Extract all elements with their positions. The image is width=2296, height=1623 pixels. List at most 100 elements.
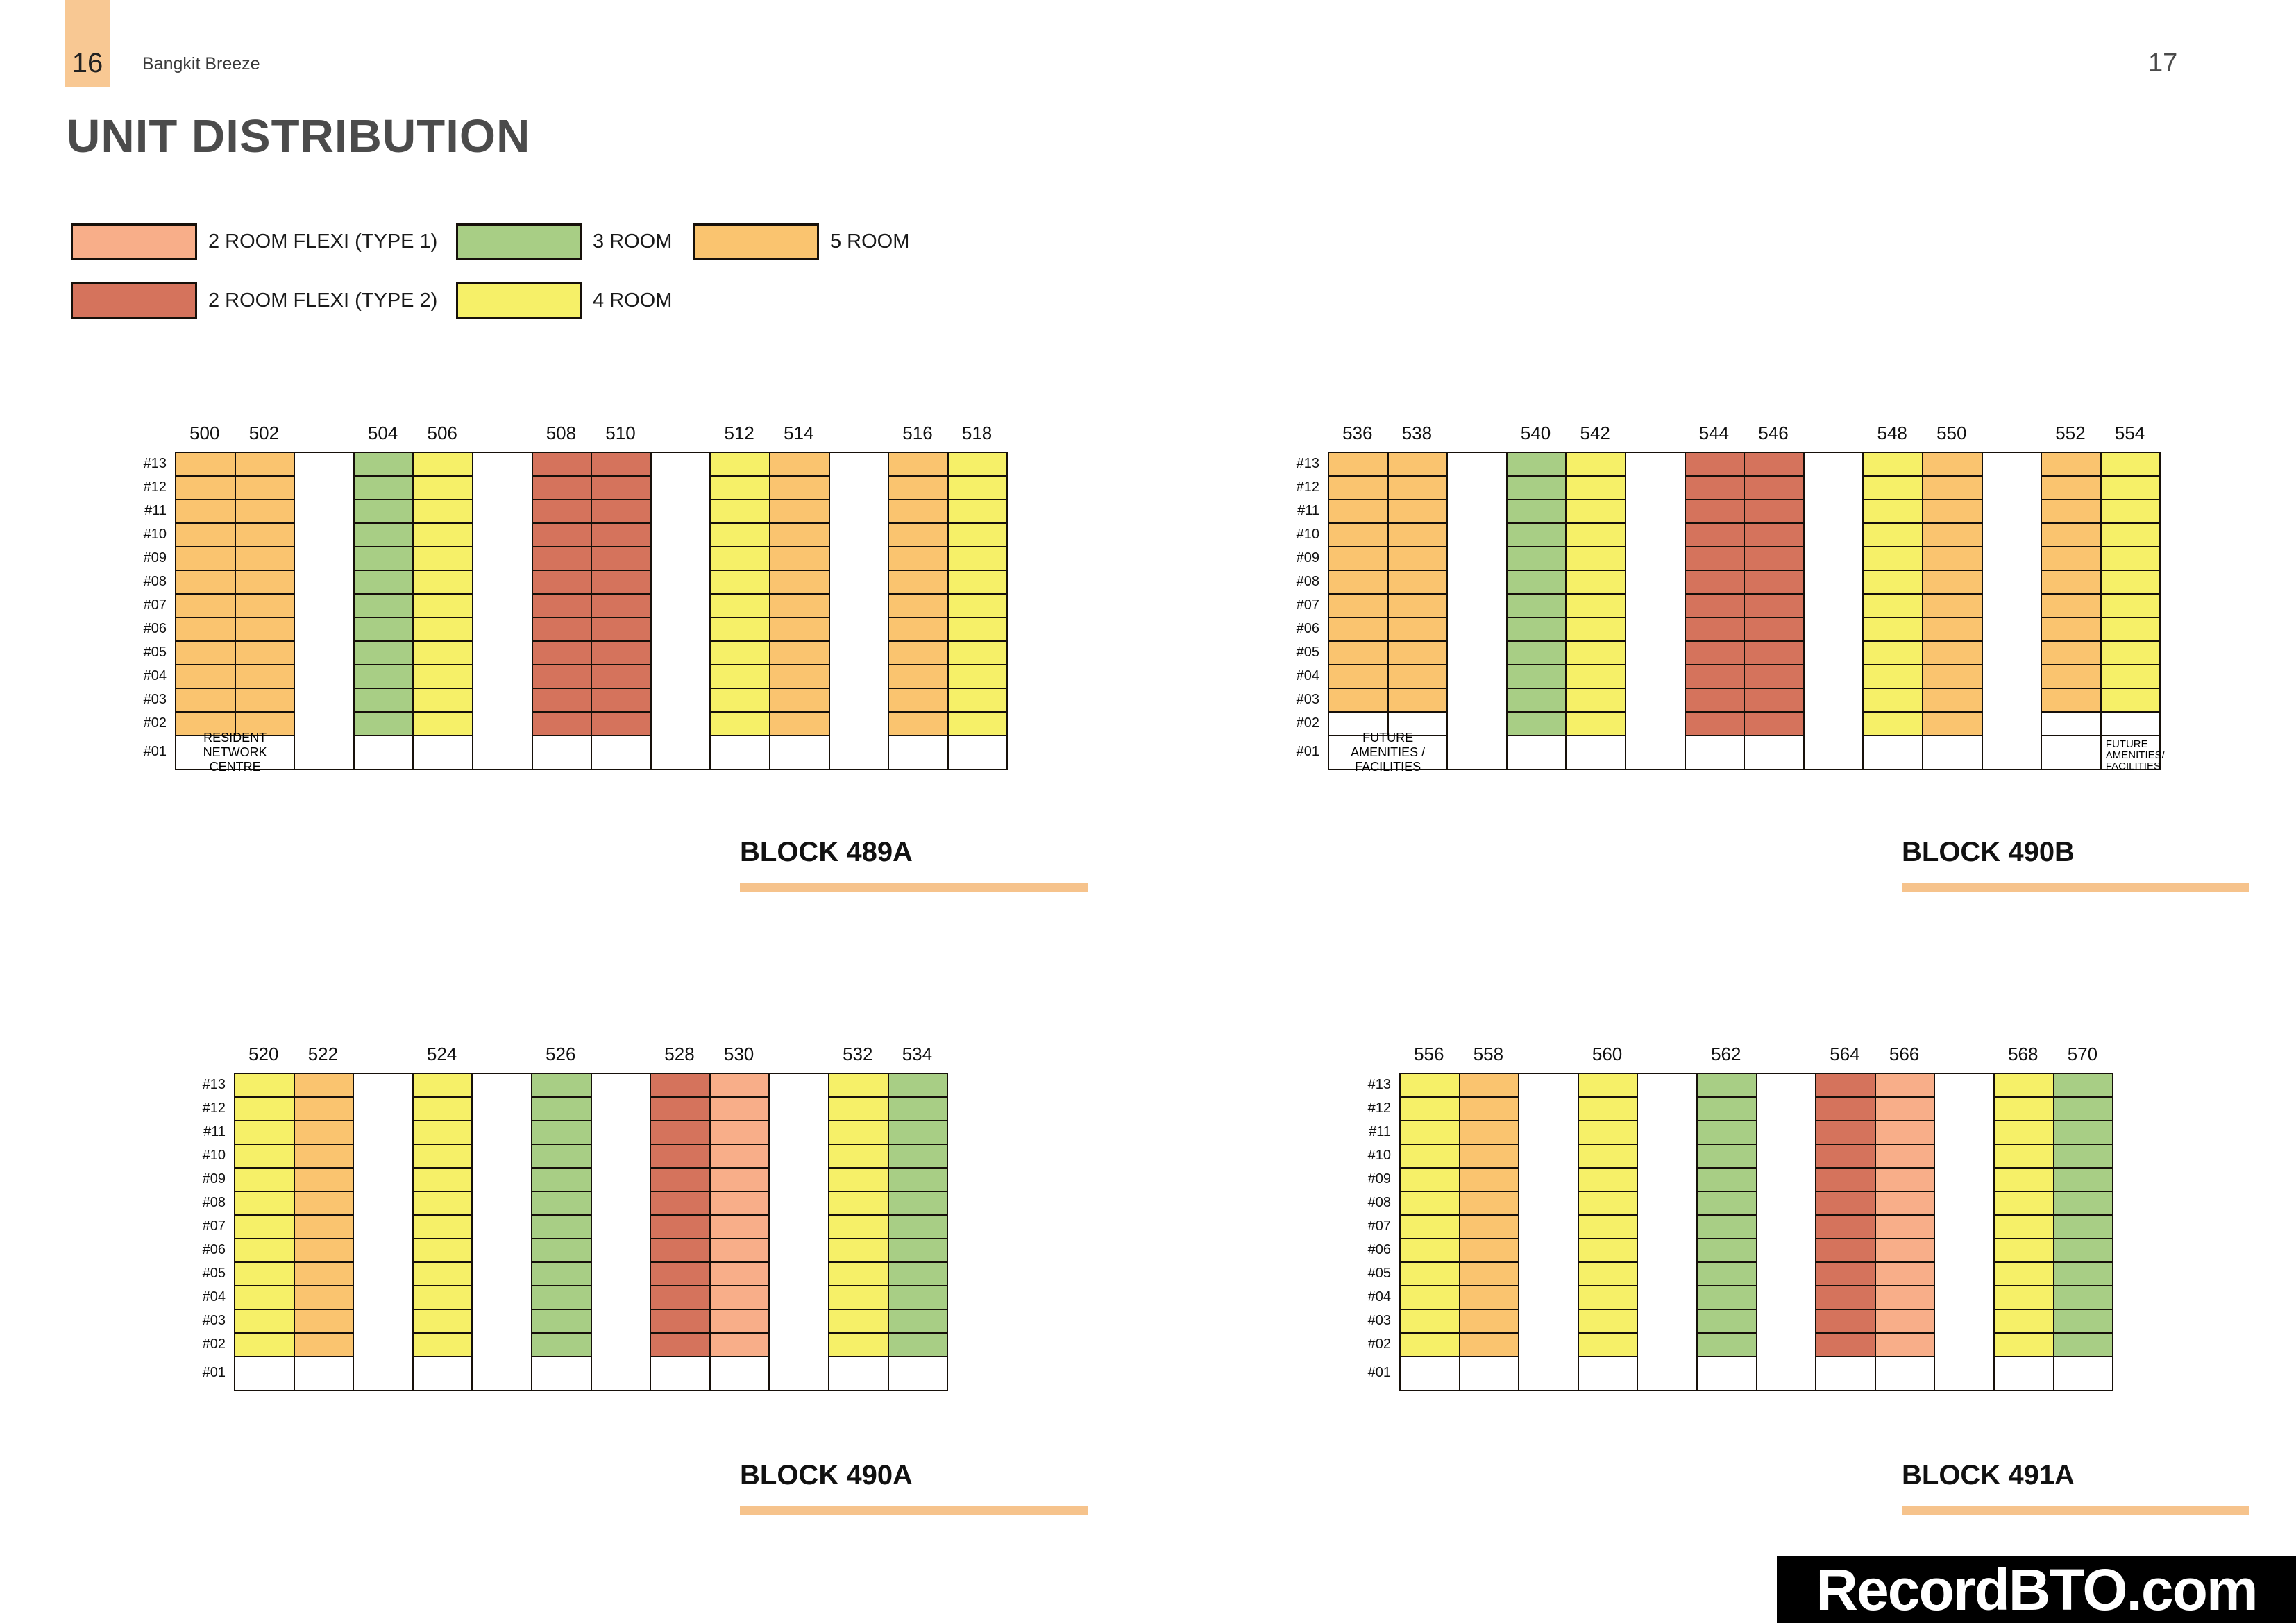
unit-cell-508-04	[531, 664, 593, 689]
unit-cell-536-06	[1328, 617, 1389, 642]
unit-cell-516-12	[888, 475, 949, 500]
left-page-number: 16	[71, 48, 103, 78]
floor-label-07: #07	[143, 597, 167, 613]
unit-number-label-526: 526	[546, 1044, 576, 1064]
floor-label-12: #12	[202, 1100, 226, 1116]
unit-cell-556-02	[1399, 1332, 1460, 1357]
unit-cell-518-12	[947, 475, 1008, 500]
unit-number-label-502: 502	[248, 423, 280, 443]
ground-floor-label-line: FUTURE	[2105, 738, 2148, 750]
unit-cell-520-13	[234, 1073, 295, 1098]
unit-cell-508-10	[531, 522, 593, 547]
legend-label-2-room-flexi-type-2: 2 ROOM FLEXI (TYPE 2)	[208, 289, 438, 312]
unit-cell-504-07	[353, 593, 414, 618]
floor-label-07: #07	[1296, 597, 1319, 613]
unit-cell-500-09	[175, 546, 236, 571]
unit-cell-514-01	[769, 735, 830, 770]
unit-cell-504-06	[353, 617, 414, 642]
unit-cell-566-03	[1874, 1309, 1936, 1334]
unit-cell-528-12	[650, 1096, 711, 1121]
unit-cell-562-02	[1696, 1332, 1757, 1357]
unit-cell-500-08	[175, 570, 236, 595]
block-title-490b: BLOCK 490B	[1902, 837, 2075, 867]
unit-cell-556-11	[1399, 1120, 1460, 1145]
unit-cell-528-02	[650, 1332, 711, 1357]
unit-cell-526-04	[531, 1285, 592, 1310]
unit-cell-502-13	[234, 452, 296, 477]
unit-cell-516-07	[888, 593, 949, 618]
unit-cell-524-08	[412, 1191, 473, 1216]
unit-cell-518-05	[947, 640, 1008, 665]
unit-number-label-504: 504	[367, 423, 398, 443]
unit-cell-568-13	[1993, 1073, 2054, 1098]
unit-cell-528-08	[650, 1191, 711, 1216]
block-underline-491a	[1902, 1506, 2249, 1515]
unit-cell-546-05	[1744, 640, 1805, 665]
unit-cell-514-06	[769, 617, 830, 642]
unit-cell-548-12	[1862, 475, 1923, 500]
floor-label-07: #07	[202, 1218, 226, 1234]
grid-spacer	[1625, 452, 1686, 770]
unit-cell-568-11	[1993, 1120, 2054, 1145]
unit-cell-566-02	[1874, 1332, 1936, 1357]
unit-cell-528-09	[650, 1167, 711, 1192]
unit-cell-532-09	[828, 1167, 889, 1192]
unit-cell-502-09	[234, 546, 296, 571]
unit-cell-506-03	[412, 688, 473, 713]
unit-cell-520-07	[234, 1214, 295, 1239]
unit-cell-526-01	[531, 1356, 592, 1391]
unit-cell-542-11	[1565, 499, 1626, 524]
floor-label-01: #01	[1296, 744, 1319, 759]
floor-label-13: #13	[143, 455, 167, 471]
unit-cell-508-05	[531, 640, 593, 665]
unit-cell-550-08	[1922, 570, 1983, 595]
unit-cell-508-02	[531, 711, 593, 736]
grid-spacer	[1518, 1073, 1579, 1391]
unit-cell-556-09	[1399, 1167, 1460, 1192]
unit-cell-526-10	[531, 1144, 592, 1169]
unit-cell-526-13	[531, 1073, 592, 1098]
unit-cell-510-01	[591, 735, 652, 770]
unit-cell-552-04	[2041, 664, 2102, 689]
unit-cell-548-01	[1862, 735, 1923, 770]
unit-cell-522-13	[293, 1073, 355, 1098]
unit-cell-550-03	[1922, 688, 1983, 713]
unit-cell-514-03	[769, 688, 830, 713]
unit-cell-536-04	[1328, 664, 1389, 689]
unit-number-label-522: 522	[307, 1044, 339, 1064]
block-title-489a: BLOCK 489A	[740, 837, 913, 867]
ground-floor-label-line: FACILITIES	[2105, 760, 2161, 772]
unit-cell-568-09	[1993, 1167, 2054, 1192]
unit-cell-568-06	[1993, 1238, 2054, 1263]
right-page-number: 17	[2148, 49, 2178, 78]
unit-cell-562-11	[1696, 1120, 1757, 1145]
unit-cell-528-13	[650, 1073, 711, 1098]
unit-cell-510-02	[591, 711, 652, 736]
legend-swatch-2-room-flexi-type-1	[71, 223, 197, 260]
grid-spacer	[353, 1073, 414, 1391]
unit-cell-530-05	[709, 1261, 770, 1286]
unit-cell-570-12	[2052, 1096, 2114, 1121]
unit-cell-546-08	[1744, 570, 1805, 595]
unit-cell-556-07	[1399, 1214, 1460, 1239]
unit-cell-538-09	[1387, 546, 1449, 571]
unit-cell-562-03	[1696, 1309, 1757, 1334]
unit-cell-550-02	[1922, 711, 1983, 736]
unit-cell-548-05	[1862, 640, 1923, 665]
unit-number-label-544: 544	[1698, 423, 1730, 443]
floor-label-01: #01	[202, 1365, 226, 1380]
unit-cell-546-12	[1744, 475, 1805, 500]
unit-cell-500-12	[175, 475, 236, 500]
floor-label-11: #11	[203, 1123, 226, 1139]
unit-cell-510-12	[591, 475, 652, 500]
unit-cell-542-07	[1565, 593, 1626, 618]
unit-cell-550-11	[1922, 499, 1983, 524]
unit-cell-516-11	[888, 499, 949, 524]
unit-cell-548-07	[1862, 593, 1923, 618]
unit-cell-538-10	[1387, 522, 1449, 547]
floor-label-09: #09	[1296, 550, 1319, 566]
unit-cell-568-12	[1993, 1096, 2054, 1121]
unit-cell-560-08	[1577, 1191, 1639, 1216]
unit-cell-560-12	[1577, 1096, 1639, 1121]
unit-cell-532-11	[828, 1120, 889, 1145]
